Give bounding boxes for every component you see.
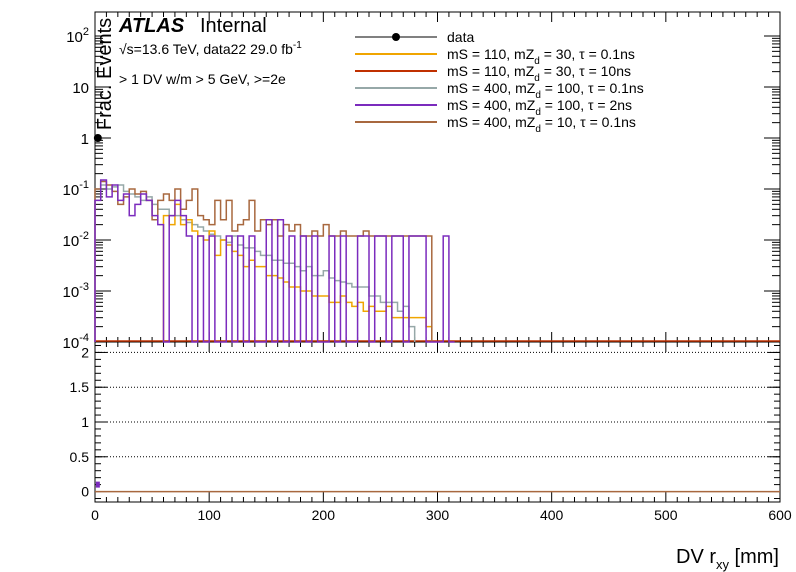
legend-label: data bbox=[447, 29, 474, 45]
status-label: Internal bbox=[200, 15, 267, 37]
legend-label-rest: = 10, τ = 0.1ns bbox=[541, 114, 636, 130]
y-tick-base: 10 bbox=[63, 284, 80, 301]
y-tick-label: 102 bbox=[66, 26, 89, 46]
bottom-panel-ticks: 0 0.5 1 1.5 2 0 100 200 300 400 500 600 bbox=[70, 342, 792, 523]
selection-label: > 1 DV w/m > 5 GeV, >=2e bbox=[119, 71, 286, 87]
y-tick-exp: -2 bbox=[79, 230, 89, 242]
legend-label-sub: d bbox=[534, 73, 540, 84]
x-tick-label: 400 bbox=[540, 507, 564, 523]
y-tick-base: 10 bbox=[63, 182, 80, 199]
legend-label: mS = 110, mZd = 30, τ = 10ns bbox=[447, 63, 631, 84]
legend-label: mS = 400, mZd = 100, τ = 2ns bbox=[447, 97, 632, 118]
x-tick-label: 500 bbox=[654, 507, 678, 523]
y-tick-label: 10-2 bbox=[63, 230, 89, 250]
legend-label-main: mS = 110, mZ bbox=[447, 46, 535, 62]
legend-label: mS = 400, mZd = 10, τ = 0.1ns bbox=[447, 114, 636, 135]
legend-label: mS = 400, mZd = 100, τ = 0.1ns bbox=[447, 80, 644, 101]
y-tick-base: 10 bbox=[63, 335, 80, 352]
histogram-series-3 bbox=[94, 179, 455, 343]
legend-label-sub: d bbox=[535, 124, 541, 135]
legend-label-rest: = 100, τ = 2ns bbox=[541, 97, 632, 113]
x-tick-label: 0 bbox=[91, 507, 99, 523]
y-tick-base: 10 bbox=[63, 233, 80, 250]
y-tick-exp: -3 bbox=[79, 281, 89, 293]
legend-entry-s2: mS = 110, mZd = 30, τ = 10ns bbox=[355, 63, 631, 84]
histogram-series-2 bbox=[94, 180, 433, 342]
energy-prefix: √s=13.6 TeV, data22 29.0 fb bbox=[119, 41, 293, 57]
legend-label-sub: d bbox=[534, 56, 540, 67]
legend-entry-s5: mS = 400, mZd = 10, τ = 0.1ns bbox=[355, 114, 636, 135]
ratio-point bbox=[95, 481, 100, 488]
y-tick-exp: -1 bbox=[79, 179, 89, 191]
data-points bbox=[93, 134, 102, 488]
ratio-y-tick-label: 0 bbox=[81, 484, 89, 500]
ratio-y-tick-label: 2 bbox=[81, 344, 89, 360]
x-axis-label-main: DV r bbox=[676, 546, 716, 568]
energy-sup: -1 bbox=[293, 40, 302, 51]
legend-label-sub: d bbox=[535, 90, 541, 101]
y-tick-label: 1 bbox=[81, 131, 89, 148]
ratio-grid bbox=[95, 351, 780, 458]
legend-entry-s3: mS = 400, mZd = 100, τ = 0.1ns bbox=[355, 80, 644, 101]
energy-label: √s=13.6 TeV, data22 29.0 fb-1 bbox=[119, 40, 302, 57]
legend-label-rest: = 30, τ = 0.1ns bbox=[540, 46, 635, 62]
y-tick-label: 10 bbox=[72, 80, 89, 97]
y-tick-label: 10-1 bbox=[63, 179, 89, 199]
ratio-y-tick-label: 1.5 bbox=[70, 379, 90, 395]
ratio-y-tick-label: 0.5 bbox=[70, 449, 90, 465]
legend-entry-data: data bbox=[355, 29, 474, 45]
legend-label-main: mS = 400, mZ bbox=[447, 80, 536, 96]
experiment-label: ATLAS bbox=[118, 15, 185, 37]
legend-label-main: data bbox=[447, 29, 474, 45]
x-axis-label-sub: xy bbox=[716, 557, 730, 572]
legend-entry-s4: mS = 400, mZd = 100, τ = 2ns bbox=[355, 97, 632, 118]
ratio-y-tick-label: 1 bbox=[81, 414, 89, 430]
y-tick-label: 10-4 bbox=[63, 332, 89, 352]
legend-marker bbox=[392, 33, 400, 41]
histogram-series bbox=[94, 179, 780, 343]
y-tick-label: 10-3 bbox=[63, 281, 89, 301]
legend-label-rest: = 30, τ = 10ns bbox=[540, 63, 631, 79]
legend-label-main: mS = 110, mZ bbox=[447, 63, 535, 79]
x-axis-label: DV rxy [mm] bbox=[676, 546, 779, 572]
y-tick-base: 10 bbox=[66, 29, 83, 46]
x-axis-label-unit: [mm] bbox=[729, 546, 779, 568]
legend-label-main: mS = 400, mZ bbox=[447, 97, 536, 113]
legend-entry-s1: mS = 110, mZd = 30, τ = 0.1ns bbox=[355, 46, 635, 67]
x-tick-label: 200 bbox=[312, 507, 336, 523]
legend-label: mS = 110, mZd = 30, τ = 0.1ns bbox=[447, 46, 635, 67]
data-point bbox=[93, 134, 102, 142]
y-tick-exp: 2 bbox=[83, 26, 89, 38]
y-tick-exp: -4 bbox=[79, 332, 89, 344]
legend-label-main: mS = 400, mZ bbox=[447, 114, 536, 130]
legend-label-rest: = 100, τ = 0.1ns bbox=[541, 80, 644, 96]
x-tick-label: 300 bbox=[426, 507, 450, 523]
legend-label-sub: d bbox=[535, 107, 541, 118]
y-axis-label: Frac. Events bbox=[94, 18, 116, 130]
x-tick-label: 600 bbox=[768, 507, 792, 523]
x-tick-label: 100 bbox=[197, 507, 221, 523]
